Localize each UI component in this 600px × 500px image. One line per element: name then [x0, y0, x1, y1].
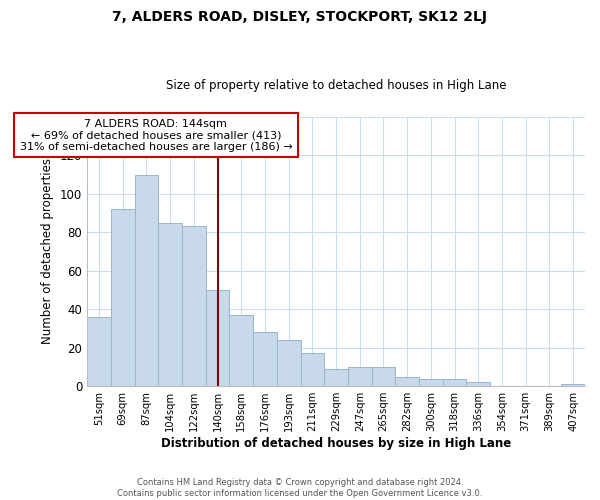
Bar [561, 384, 585, 386]
Bar [466, 382, 490, 386]
Bar [348, 367, 371, 386]
Bar [419, 378, 443, 386]
X-axis label: Distribution of detached houses by size in High Lane: Distribution of detached houses by size … [161, 437, 511, 450]
Bar [253, 332, 277, 386]
Text: 7 ALDERS ROAD: 144sqm
← 69% of detached houses are smaller (413)
31% of semi-det: 7 ALDERS ROAD: 144sqm ← 69% of detached … [20, 118, 292, 152]
Bar [134, 174, 158, 386]
Bar [443, 378, 466, 386]
Bar [111, 209, 134, 386]
Bar [182, 226, 206, 386]
Bar [158, 222, 182, 386]
Bar [277, 340, 301, 386]
Bar [324, 369, 348, 386]
Text: Contains HM Land Registry data © Crown copyright and database right 2024.
Contai: Contains HM Land Registry data © Crown c… [118, 478, 482, 498]
Bar [371, 367, 395, 386]
Bar [301, 354, 324, 386]
Title: Size of property relative to detached houses in High Lane: Size of property relative to detached ho… [166, 79, 506, 92]
Bar [395, 376, 419, 386]
Text: 7, ALDERS ROAD, DISLEY, STOCKPORT, SK12 2LJ: 7, ALDERS ROAD, DISLEY, STOCKPORT, SK12 … [113, 10, 487, 24]
Bar [229, 315, 253, 386]
Y-axis label: Number of detached properties: Number of detached properties [41, 158, 55, 344]
Bar [87, 317, 111, 386]
Bar [206, 290, 229, 386]
